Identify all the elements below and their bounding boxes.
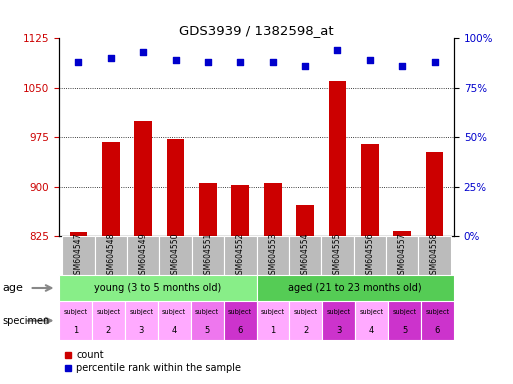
- Point: [236, 59, 244, 65]
- Text: subject: subject: [261, 309, 285, 315]
- Text: young (3 to 5 months old): young (3 to 5 months old): [94, 283, 222, 293]
- Text: 5: 5: [402, 326, 407, 335]
- Text: subject: subject: [228, 309, 252, 315]
- Text: subject: subject: [360, 309, 384, 315]
- Bar: [264, 184, 282, 236]
- Point: [366, 57, 374, 63]
- Bar: [224, 301, 256, 340]
- Point: [398, 63, 406, 69]
- Bar: [353, 236, 386, 275]
- Bar: [125, 301, 158, 340]
- Bar: [70, 232, 87, 236]
- Legend: count, percentile rank within the sample: count, percentile rank within the sample: [64, 351, 242, 373]
- Bar: [231, 185, 249, 236]
- Bar: [59, 275, 256, 301]
- Text: subject: subject: [96, 309, 121, 315]
- Bar: [355, 301, 388, 340]
- Text: 1: 1: [73, 326, 78, 335]
- Text: 6: 6: [435, 326, 440, 335]
- Bar: [426, 152, 443, 236]
- Text: 4: 4: [369, 326, 374, 335]
- Point: [107, 55, 115, 61]
- Text: subject: subject: [425, 309, 449, 315]
- Text: 4: 4: [171, 326, 177, 335]
- Bar: [199, 184, 217, 236]
- Text: 3: 3: [336, 326, 342, 335]
- Bar: [386, 236, 419, 275]
- Bar: [328, 81, 346, 236]
- Bar: [256, 301, 289, 340]
- Text: age: age: [3, 283, 24, 293]
- Bar: [158, 301, 191, 340]
- Bar: [289, 301, 322, 340]
- Bar: [192, 236, 224, 275]
- Point: [333, 47, 342, 53]
- Bar: [256, 275, 454, 301]
- Text: GSM604557: GSM604557: [398, 232, 407, 279]
- Bar: [224, 236, 256, 275]
- Bar: [421, 301, 454, 340]
- Text: subject: subject: [327, 309, 351, 315]
- Bar: [167, 139, 185, 236]
- Point: [74, 59, 83, 65]
- Text: GSM604556: GSM604556: [365, 232, 374, 279]
- Point: [139, 49, 147, 55]
- Text: GSM604554: GSM604554: [301, 232, 309, 279]
- Bar: [388, 301, 421, 340]
- Text: GSM604550: GSM604550: [171, 232, 180, 279]
- Text: GSM604553: GSM604553: [268, 232, 277, 279]
- Bar: [393, 231, 411, 236]
- Text: GSM604551: GSM604551: [204, 232, 212, 278]
- Text: subject: subject: [64, 309, 88, 315]
- Text: 2: 2: [303, 326, 308, 335]
- Bar: [419, 236, 451, 275]
- Text: subject: subject: [195, 309, 219, 315]
- Text: GSM604548: GSM604548: [106, 232, 115, 278]
- Bar: [361, 144, 379, 236]
- Text: subject: subject: [294, 309, 318, 315]
- Text: GSM604558: GSM604558: [430, 232, 439, 278]
- Text: GSM604549: GSM604549: [139, 232, 148, 279]
- Title: GDS3939 / 1382598_at: GDS3939 / 1382598_at: [179, 24, 334, 37]
- Text: 3: 3: [139, 326, 144, 335]
- Text: 1: 1: [270, 326, 275, 335]
- Text: aged (21 to 23 months old): aged (21 to 23 months old): [288, 283, 422, 293]
- Point: [301, 63, 309, 69]
- Point: [171, 57, 180, 63]
- Text: 5: 5: [205, 326, 210, 335]
- Bar: [256, 236, 289, 275]
- Bar: [160, 236, 192, 275]
- Text: subject: subject: [392, 309, 417, 315]
- Text: subject: subject: [129, 309, 153, 315]
- Text: GSM604555: GSM604555: [333, 232, 342, 279]
- Text: subject: subject: [162, 309, 186, 315]
- Bar: [127, 236, 160, 275]
- Point: [204, 59, 212, 65]
- Text: specimen: specimen: [3, 316, 50, 326]
- Bar: [322, 301, 355, 340]
- Bar: [134, 121, 152, 236]
- Point: [430, 59, 439, 65]
- Bar: [321, 236, 353, 275]
- Text: 2: 2: [106, 326, 111, 335]
- Bar: [102, 142, 120, 236]
- Bar: [59, 301, 92, 340]
- Point: [269, 59, 277, 65]
- Text: GSM604552: GSM604552: [236, 232, 245, 278]
- Bar: [296, 205, 314, 236]
- Bar: [94, 236, 127, 275]
- Text: GSM604547: GSM604547: [74, 232, 83, 279]
- Bar: [191, 301, 224, 340]
- Bar: [92, 301, 125, 340]
- Bar: [289, 236, 321, 275]
- Bar: [62, 236, 94, 275]
- Text: 6: 6: [238, 326, 243, 335]
